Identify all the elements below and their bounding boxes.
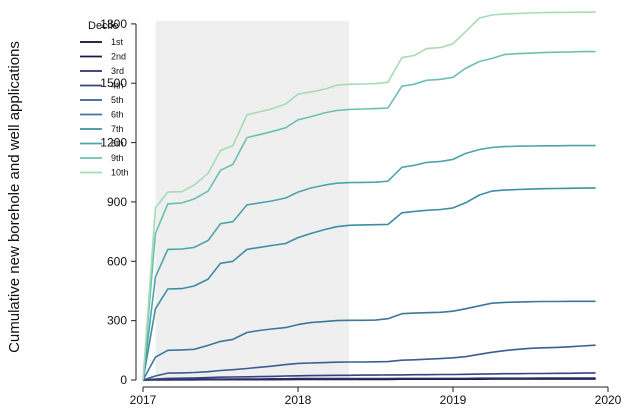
- y-tick-label: 600: [107, 254, 127, 268]
- legend-label-7th: 7th: [111, 124, 124, 134]
- legend-label-9th: 9th: [111, 153, 124, 163]
- y-tick-label: 1200: [100, 136, 127, 150]
- shaded-region: [155, 21, 350, 380]
- legend-label-6th: 6th: [111, 110, 124, 120]
- y-tick-label: 900: [107, 195, 127, 209]
- legend-title: Decile: [88, 20, 119, 32]
- legend-label-2nd: 2nd: [111, 52, 126, 62]
- legend-label-4th: 4th: [111, 81, 124, 91]
- y-axis-label: Cumulative new borehole and well applica…: [6, 41, 23, 353]
- legend-label-8th: 8th: [111, 139, 124, 149]
- x-tick-label: 2017: [130, 393, 157, 407]
- x-tick-label: 2019: [440, 393, 467, 407]
- legend-label-10th: 10th: [111, 168, 129, 178]
- series-line-7th: [142, 187, 596, 381]
- y-tick-label: 300: [107, 314, 127, 328]
- legend-label-3rd: 3rd: [111, 66, 124, 76]
- y-tick-label: 1500: [100, 76, 127, 90]
- series-line-9th: [142, 50, 596, 381]
- x-tick-label: 2018: [285, 393, 312, 407]
- x-tick-label: 2020: [595, 393, 622, 407]
- series-line-10th: [142, 11, 596, 381]
- series-line-8th: [142, 144, 596, 381]
- series-line-4th: [142, 372, 596, 381]
- legend-label-1st: 1st: [111, 37, 124, 47]
- series-line-3rd: [142, 377, 596, 381]
- y-tick-label: 0: [120, 373, 127, 387]
- legend-label-5th: 5th: [111, 95, 124, 105]
- series-line-5th: [142, 344, 596, 381]
- series-line-6th: [142, 300, 596, 381]
- y-tick-label: 1800: [100, 17, 127, 31]
